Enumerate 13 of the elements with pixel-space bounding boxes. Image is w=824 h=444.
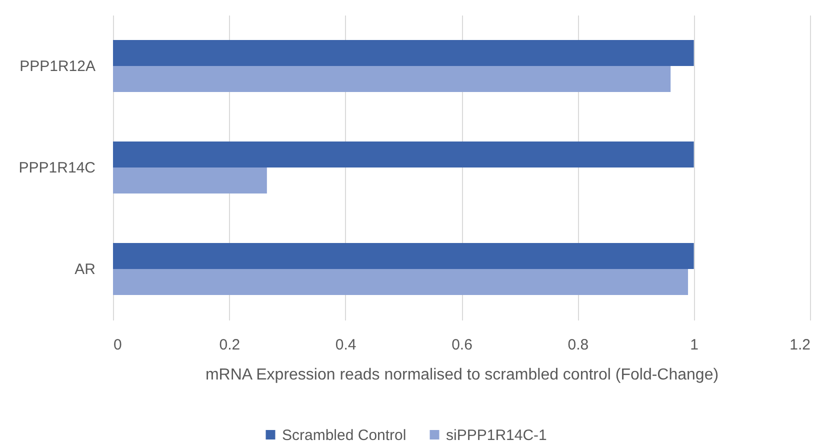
legend-label: siPPP1R14C-1	[446, 426, 547, 444]
x-tick-label: 0	[114, 336, 122, 354]
legend-label: Scrambled Control	[282, 426, 406, 444]
x-tick-label: 0.6	[452, 336, 472, 354]
x-tick-label: 1.2	[790, 336, 810, 354]
y-tick-label: PPP1R12A	[20, 58, 96, 75]
x-tick-label: 1	[690, 336, 699, 354]
x-axis-title: mRNA Expression reads normalised to scrambled control (Fold-Change)	[205, 366, 719, 384]
y-tick-label: AR	[74, 261, 96, 278]
x-tick-label: 0.2	[219, 336, 240, 354]
x-tick-label: 0.4	[335, 336, 356, 354]
y-tick-label: PPP1R14C	[18, 160, 96, 176]
x-tick-label: 0.8	[568, 336, 589, 354]
